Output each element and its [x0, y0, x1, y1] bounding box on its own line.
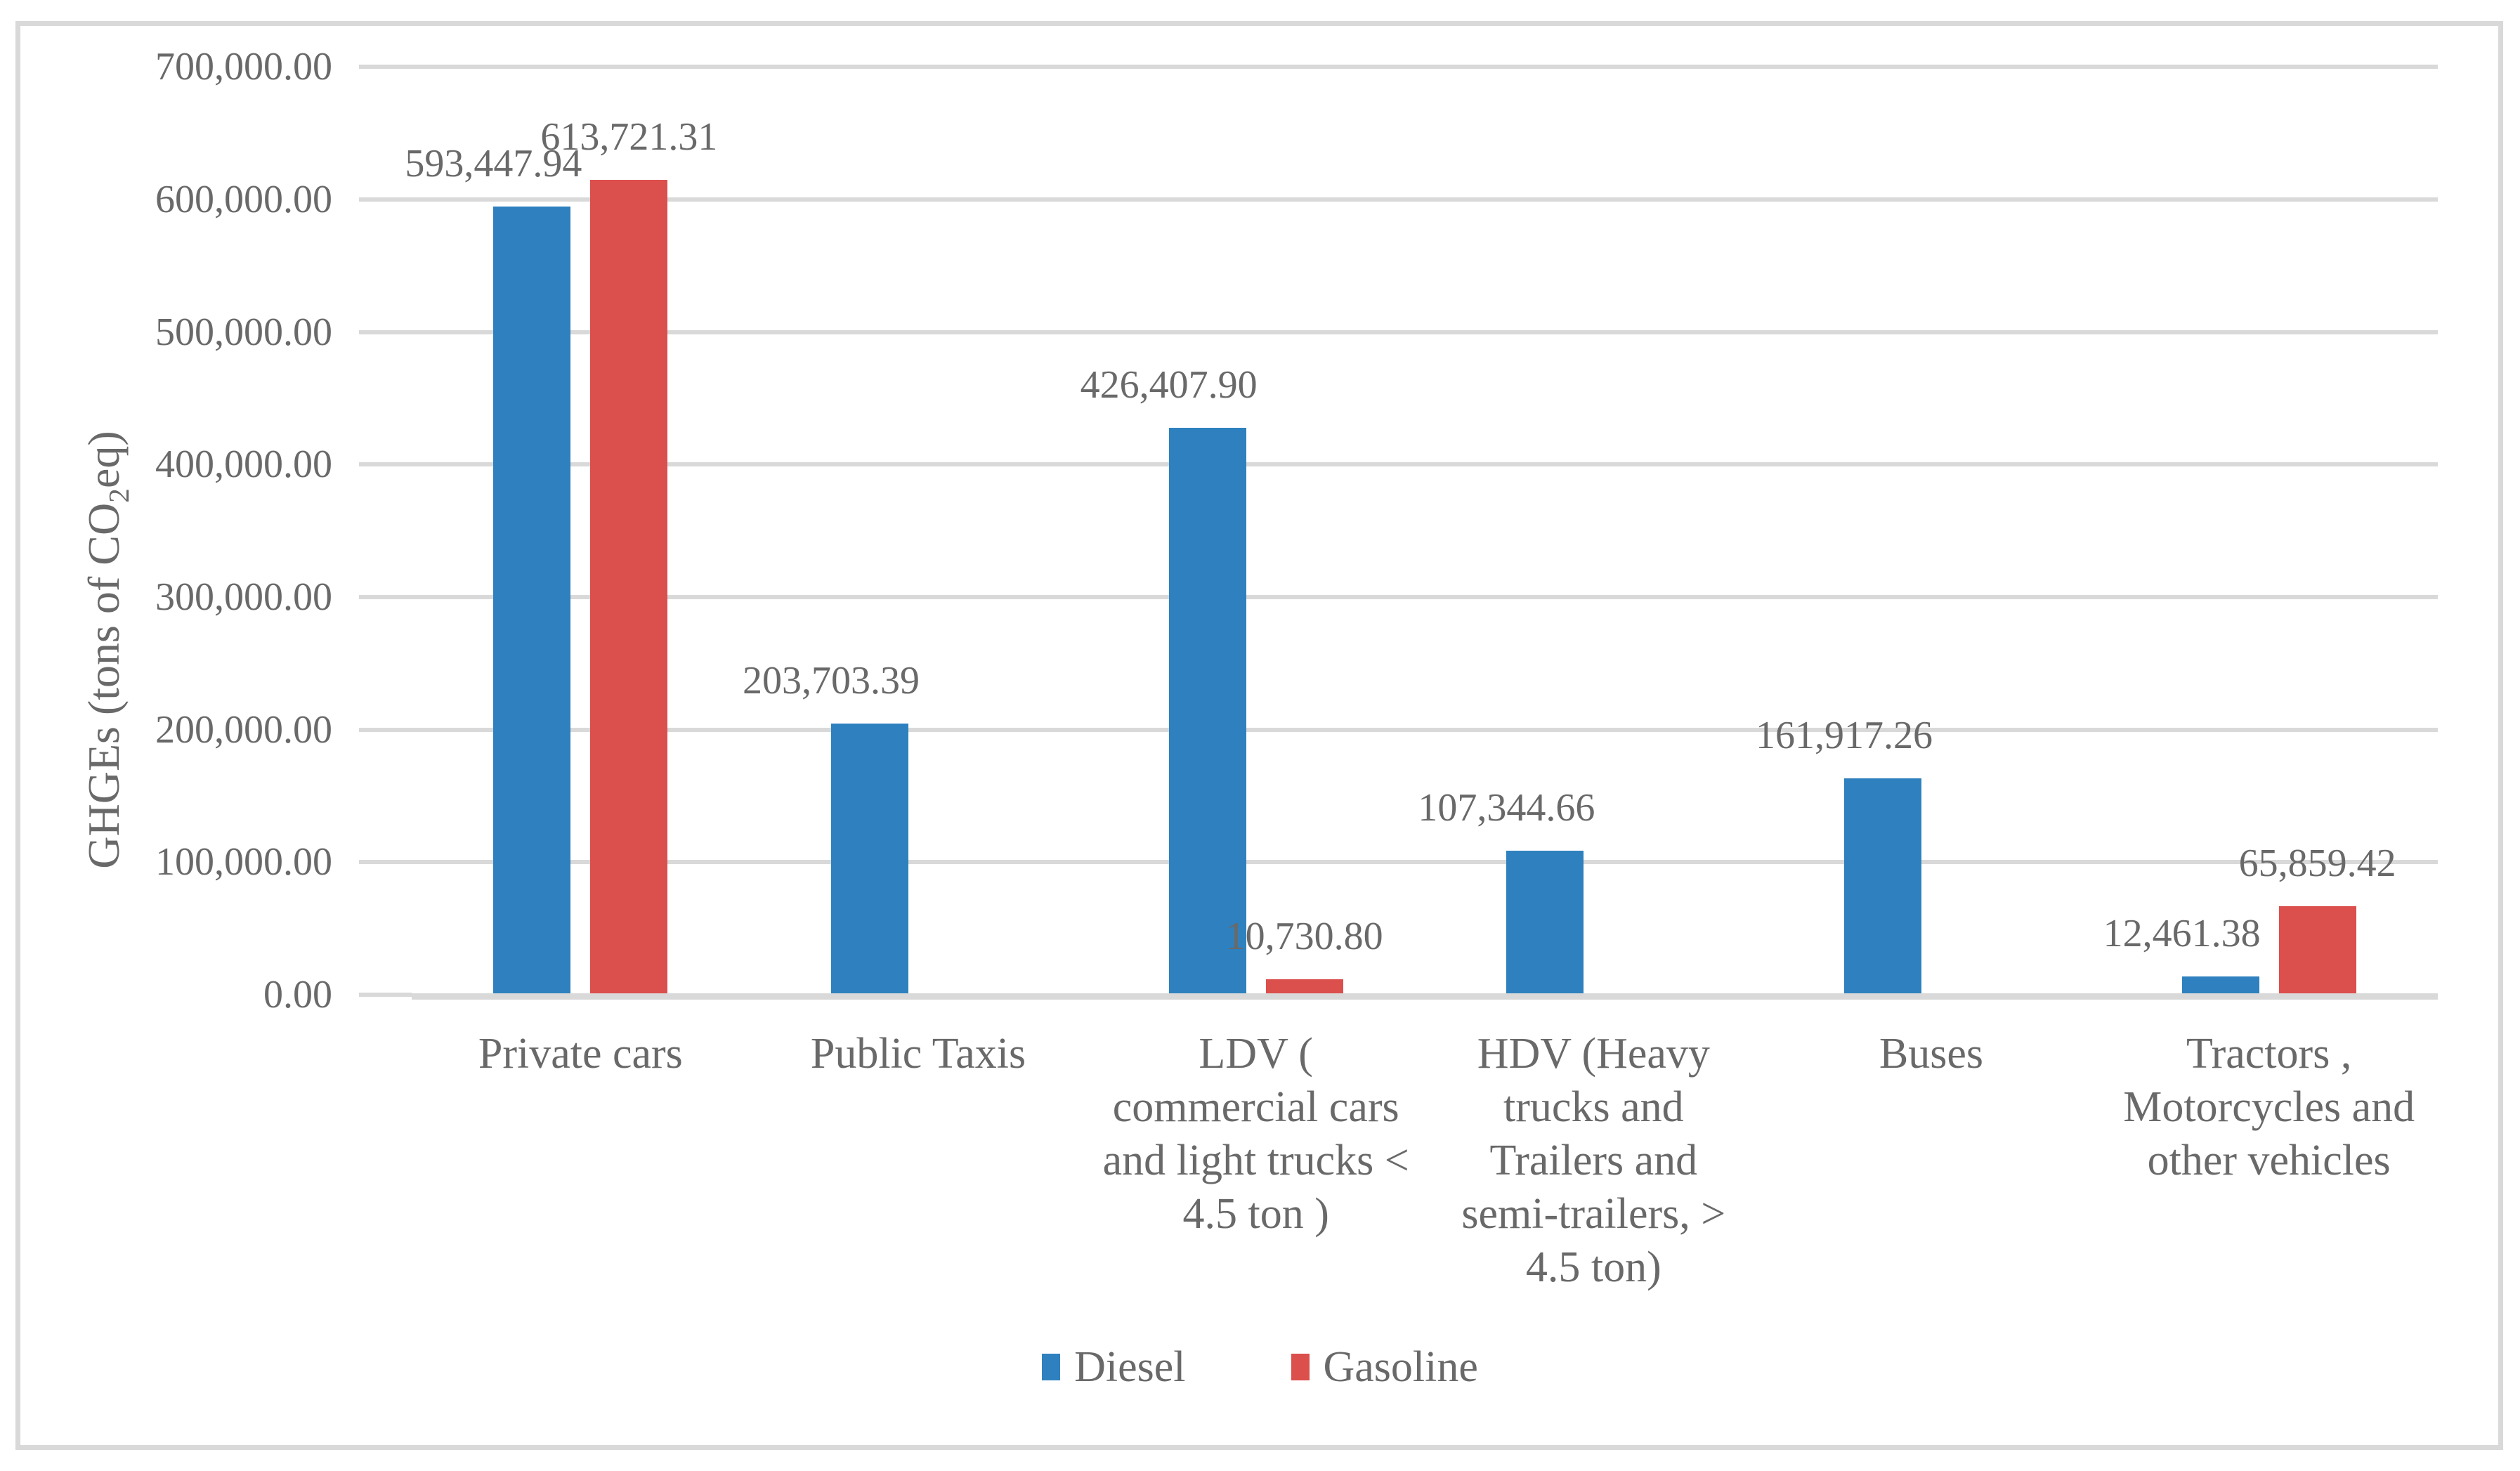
legend-swatch-diesel	[1042, 1354, 1061, 1380]
category-label-line: other vehicles	[2147, 1137, 2391, 1184]
legend: Diesel Gasoline	[0, 1336, 2520, 1398]
y-axis-tick-label: 500,000.00	[155, 310, 332, 354]
y-axis-tick-label: 600,000.00	[155, 177, 332, 221]
x-axis-line	[412, 993, 2438, 1000]
diesel-bar-0	[493, 207, 571, 993]
gasoline-bar-2	[1265, 979, 1343, 993]
category-label-line: Tractors ,	[2186, 1030, 2352, 1078]
category-label-line: 4.5 ton)	[1525, 1243, 1661, 1291]
y-axis-tick	[359, 594, 412, 599]
diesel-data-label-0: 593,447.94	[405, 142, 582, 186]
category-label-4: Buses	[1766, 1027, 2096, 1080]
legend-item-diesel: Diesel	[1042, 1336, 1186, 1398]
diesel-data-label-1: 203,703.39	[743, 658, 920, 702]
y-axis-tick	[359, 993, 412, 997]
gasoline-bar-0	[590, 179, 668, 993]
diesel-bar-2	[1168, 428, 1246, 993]
y-axis-tick-label: 0.00	[263, 973, 332, 1016]
y-axis-title-text: GHGEs (tons of CO	[79, 502, 129, 869]
diesel-bar-5	[2181, 976, 2259, 993]
gridline-200,000.00	[412, 727, 2438, 732]
category-label-3: HDV (Heavy trucks and Trailers and semi-tra…	[1428, 1027, 1758, 1294]
legend-label: Diesel	[1074, 1343, 1186, 1391]
category-label-line: trucks and	[1503, 1083, 1684, 1131]
category-label-0: Private cars	[415, 1027, 745, 1080]
legend-swatch-gasoline	[1291, 1354, 1310, 1380]
diesel-data-label-3: 107,344.66	[1418, 786, 1595, 830]
y-axis-tick	[359, 329, 412, 334]
diesel-bar-3	[1506, 851, 1584, 993]
y-axis-tick-label: 400,000.00	[155, 443, 332, 487]
category-label-line: commercial cars	[1112, 1083, 1399, 1131]
gridline-600,000.00	[412, 197, 2438, 202]
diesel-data-label-5: 12,461.38	[2103, 912, 2261, 956]
category-label-5: Tractors , Motorcycles and other vehicles	[2104, 1027, 2434, 1187]
y-axis-tick	[359, 860, 412, 865]
gasoline-data-label-2: 10,730.80	[1225, 914, 1383, 958]
category-label-line: and light trucks <	[1102, 1137, 1409, 1184]
y-axis-tick-label: 100,000.00	[155, 840, 332, 884]
diesel-bar-1	[831, 723, 908, 993]
y-axis-tick-label: 700,000.00	[155, 45, 332, 89]
category-label-1: Public Taxis	[753, 1027, 1083, 1080]
diesel-bar-4	[1844, 778, 1921, 993]
gasoline-data-label-5: 65,859.42	[2238, 841, 2396, 885]
legend-label: Gasoline	[1323, 1343, 1478, 1391]
gasoline-data-label-0: 613,721.31	[540, 115, 718, 159]
category-label-line: Motorcycles and	[2123, 1083, 2415, 1131]
chart-frame-border	[15, 21, 2503, 1450]
category-label-line: 4.5 ton )	[1182, 1190, 1329, 1238]
category-label-line: Buses	[1879, 1030, 1984, 1078]
category-label-line: Private cars	[478, 1030, 683, 1078]
category-label-line: semi-trailers, >	[1461, 1190, 1726, 1238]
y-axis-tick	[359, 462, 412, 467]
gridline-700,000.00	[412, 65, 2438, 70]
category-label-2: LDV ( commercial cars and light trucks < 4.…	[1091, 1027, 1421, 1241]
y-axis-tick	[359, 65, 412, 70]
y-axis-tick	[359, 727, 412, 732]
gridline-400,000.00	[412, 462, 2438, 467]
y-axis-tick	[359, 197, 412, 202]
y-axis-title-subscript: 2	[102, 488, 135, 503]
gridline-500,000.00	[412, 329, 2438, 334]
gridline-100,000.00	[412, 860, 2438, 865]
legend-item-gasoline: Gasoline	[1291, 1336, 1478, 1398]
category-label-line: HDV (Heavy	[1477, 1030, 1710, 1078]
y-axis-tick-label: 200,000.00	[155, 707, 332, 752]
category-label-line: LDV (	[1199, 1030, 1313, 1078]
category-label-line: Public Taxis	[810, 1030, 1026, 1078]
y-axis-title: GHGEs (tons of CO2eq)	[78, 431, 136, 868]
gridline-300,000.00	[412, 594, 2438, 599]
diesel-data-label-2: 426,407.90	[1080, 363, 1258, 407]
category-label-line: Trailers and	[1489, 1137, 1698, 1184]
diesel-data-label-4: 161,917.26	[1756, 714, 1933, 758]
y-axis-tick-label: 300,000.00	[155, 575, 332, 619]
gasoline-bar-5	[2278, 906, 2356, 993]
